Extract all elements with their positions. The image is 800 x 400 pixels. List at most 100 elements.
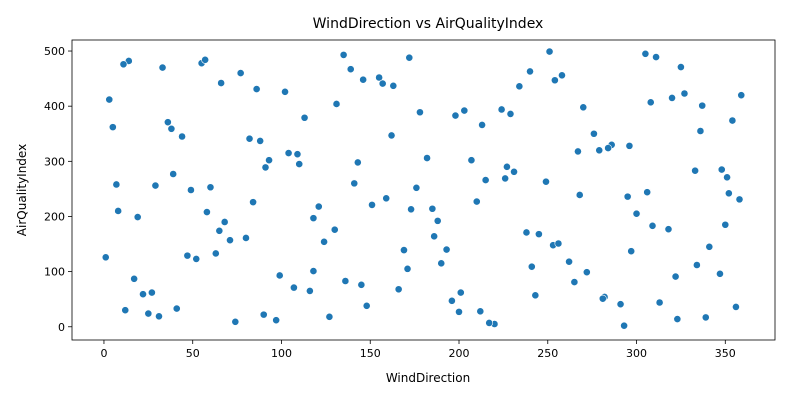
- point: [604, 144, 613, 152]
- point: [705, 242, 714, 251]
- plot-frame: [71, 39, 776, 341]
- point: [121, 306, 130, 315]
- point: [259, 310, 268, 319]
- point: [433, 216, 442, 225]
- point: [357, 280, 366, 289]
- point: [368, 200, 376, 209]
- y-tick-label: 200: [44, 210, 65, 223]
- point: [407, 205, 415, 214]
- point: [598, 294, 607, 303]
- point: [119, 60, 128, 69]
- point: [506, 109, 515, 118]
- point: [155, 312, 163, 321]
- point: [339, 50, 348, 59]
- point: [717, 165, 726, 174]
- point: [724, 189, 733, 198]
- point: [671, 272, 680, 281]
- point: [542, 177, 550, 186]
- point: [620, 321, 629, 330]
- point: [272, 316, 281, 325]
- point: [314, 202, 323, 211]
- point: [575, 191, 584, 199]
- point: [330, 225, 339, 234]
- point: [249, 198, 257, 207]
- point: [698, 101, 707, 110]
- point: [378, 79, 387, 88]
- point: [652, 53, 660, 61]
- x-tick-label: 300: [626, 347, 647, 360]
- point: [554, 239, 563, 248]
- point: [451, 111, 460, 120]
- point: [680, 89, 689, 98]
- point: [394, 285, 403, 294]
- point: [472, 197, 481, 206]
- point: [242, 234, 250, 242]
- point: [510, 167, 518, 176]
- x-tick-label: 200: [449, 347, 470, 360]
- point: [252, 85, 261, 93]
- y-tick-label: 300: [44, 155, 65, 168]
- point: [169, 170, 178, 178]
- point: [211, 249, 220, 258]
- point: [130, 274, 139, 283]
- point: [281, 87, 289, 96]
- point: [405, 53, 414, 62]
- point: [300, 113, 309, 122]
- point: [215, 226, 224, 235]
- point: [501, 174, 510, 183]
- point: [460, 106, 469, 115]
- point: [403, 264, 412, 273]
- x-tick-label: 350: [715, 347, 736, 360]
- point: [375, 73, 384, 82]
- point: [332, 100, 341, 108]
- point: [442, 245, 451, 254]
- point: [220, 218, 229, 226]
- point: [579, 103, 588, 112]
- point: [728, 116, 737, 125]
- x-tick-label: 100: [271, 347, 292, 360]
- point: [346, 65, 355, 74]
- point: [632, 209, 641, 218]
- y-tick-label: 400: [44, 100, 65, 113]
- point: [309, 214, 318, 223]
- point: [467, 156, 476, 165]
- point: [677, 63, 685, 71]
- point: [183, 251, 192, 260]
- point: [387, 131, 396, 140]
- point: [217, 79, 226, 87]
- point: [646, 98, 655, 107]
- point: [382, 194, 391, 203]
- point: [641, 49, 650, 58]
- point: [732, 303, 740, 311]
- point: [245, 134, 254, 143]
- point: [691, 166, 700, 175]
- point: [481, 176, 490, 184]
- point: [139, 290, 147, 299]
- point: [203, 208, 211, 216]
- point: [256, 137, 265, 145]
- point: [101, 253, 110, 262]
- x-tick-label: 50: [186, 347, 200, 360]
- point: [515, 82, 524, 91]
- point: [192, 255, 201, 263]
- point: [574, 147, 582, 156]
- point: [673, 315, 682, 323]
- point: [616, 300, 625, 309]
- point: [735, 195, 744, 204]
- point: [570, 278, 579, 286]
- point: [455, 307, 463, 316]
- chart-title: WindDirection vs AirQualityIndex: [313, 16, 544, 32]
- point: [290, 283, 298, 292]
- point: [105, 95, 114, 104]
- point: [295, 160, 304, 168]
- point: [309, 267, 318, 275]
- point: [716, 269, 724, 278]
- point: [485, 319, 494, 327]
- point: [565, 257, 573, 266]
- x-tick-label: 0: [100, 347, 107, 360]
- point: [476, 307, 485, 316]
- point: [201, 55, 210, 64]
- point: [144, 309, 153, 318]
- point: [114, 207, 123, 215]
